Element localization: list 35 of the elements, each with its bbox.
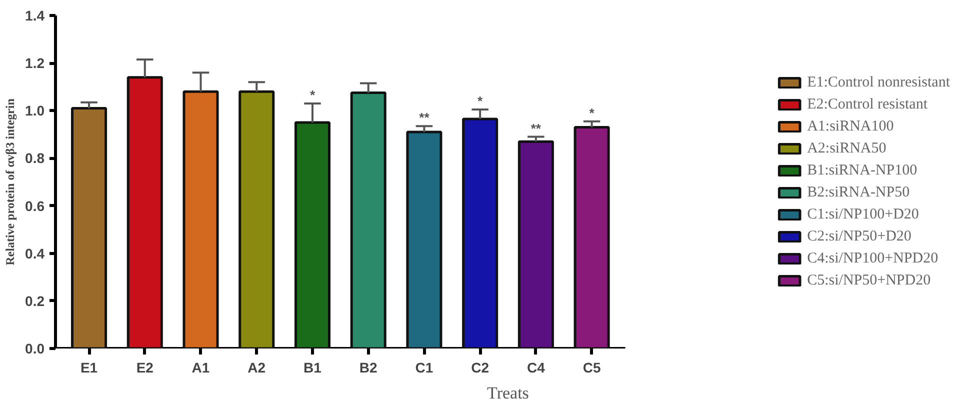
x-tick-label: C1: [415, 360, 434, 376]
legend-label: C1:si/NP100+D20: [807, 206, 919, 223]
x-tick-label: C2: [471, 360, 490, 376]
legend-label: B1:siRNA-NP100: [807, 162, 918, 179]
y-tick-label: 0.8: [25, 150, 45, 166]
legend-label: A1:siRNA100: [807, 118, 894, 135]
legend-label: E2:Control resistant: [807, 96, 928, 113]
legend-label: A2:siRNA50: [807, 140, 886, 157]
x-tick-label: B1: [304, 360, 322, 376]
x-tick-label: A2: [248, 360, 266, 376]
x-tick-label: E1: [80, 360, 98, 376]
y-axis-title: Relative protein of αvβ3 integrin: [3, 98, 18, 266]
legend-label: E1:Control nonresistant: [807, 74, 950, 91]
x-axis-title: Treats: [487, 384, 529, 402]
x-tick-label: C4: [526, 360, 546, 376]
legend-label: C4:si/NP100+NPD20: [807, 250, 938, 267]
annotation: *: [589, 105, 596, 120]
legend-label: C2:si/NP50+D20: [807, 228, 912, 245]
y-tick-label: 1.4: [25, 8, 45, 24]
x-tick-label: C5: [582, 360, 601, 376]
y-tick-label: 0.0: [25, 340, 45, 356]
x-tick-label: E2: [136, 360, 154, 376]
legend-label: C5:si/NP50+NPD20: [807, 272, 931, 289]
annotation: *: [310, 88, 316, 103]
y-tick-label: 0.6: [25, 198, 45, 214]
y-tick-label: 1.0: [25, 102, 45, 119]
y-tick-label: 0.2: [25, 292, 45, 309]
annotation: **: [530, 120, 542, 136]
y-tick-label: 0.4: [25, 245, 45, 262]
y-tick-label: 1.2: [25, 55, 45, 72]
annotation: **: [419, 110, 430, 126]
x-tick-label: B2: [359, 360, 378, 376]
x-tick-label: A1: [192, 360, 210, 376]
annotation: *: [478, 93, 484, 108]
legend-label: B2:siRNA-NP50: [807, 184, 910, 201]
